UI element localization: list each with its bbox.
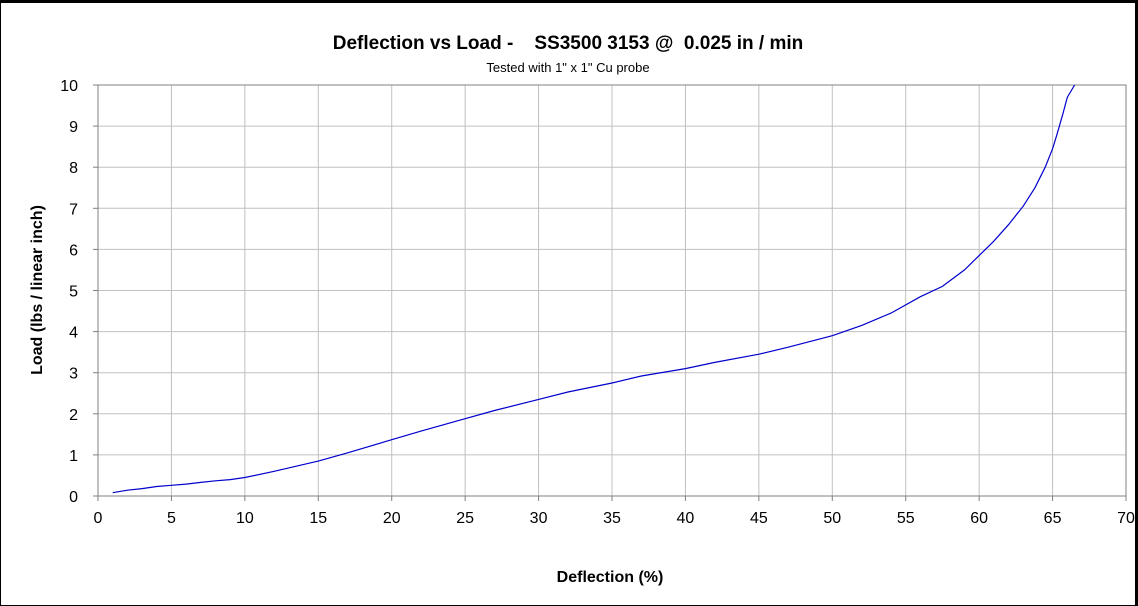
y-tick-label: 4 (69, 325, 78, 342)
x-axis-ticks: 0 5 10 15 20 25 30 35 40 45 50 55 60 65 70 (94, 496, 1135, 527)
x-tick-label: 70 (1117, 510, 1135, 527)
x-tick-label: 20 (383, 510, 401, 527)
y-tick-label: 0 (69, 489, 78, 506)
y-tick-label: 3 (69, 366, 78, 383)
x-tick-label: 0 (94, 510, 103, 527)
grid (97, 84, 1127, 497)
x-tick-label: 65 (1044, 510, 1062, 527)
chart-title: Deflection vs Load - SS3500 3153 @ 0.025… (333, 33, 804, 54)
x-tick-label: 50 (823, 510, 841, 527)
series-line (112, 84, 1076, 494)
y-tick-label: 9 (69, 119, 78, 136)
x-tick-label: 15 (309, 510, 327, 527)
y-axis-label: Load (lbs / linear inch) (29, 205, 46, 375)
x-tick-label: 55 (897, 510, 915, 527)
x-tick-label: 10 (236, 510, 254, 527)
y-tick-label: 8 (69, 160, 78, 177)
x-tick-label: 35 (603, 510, 621, 527)
y-tick-label: 2 (69, 407, 78, 424)
y-tick-label: 1 (69, 448, 78, 465)
x-tick-label: 40 (677, 510, 695, 527)
y-axis-ticks: 0 1 2 3 4 5 6 7 8 9 10 (60, 78, 98, 506)
y-tick-label: 10 (60, 78, 78, 95)
y-tick-label: 6 (69, 242, 78, 259)
x-tick-label: 5 (167, 510, 176, 527)
chart-subtitle: Tested with 1" x 1" Cu probe (486, 60, 649, 75)
y-tick-label: 5 (69, 284, 78, 301)
x-tick-label: 60 (970, 510, 988, 527)
y-tick-label: 7 (69, 201, 78, 218)
x-tick-label: 45 (750, 510, 768, 527)
x-axis-label: Deflection (%) (557, 569, 664, 586)
x-tick-label: 25 (456, 510, 474, 527)
x-tick-label: 30 (530, 510, 548, 527)
